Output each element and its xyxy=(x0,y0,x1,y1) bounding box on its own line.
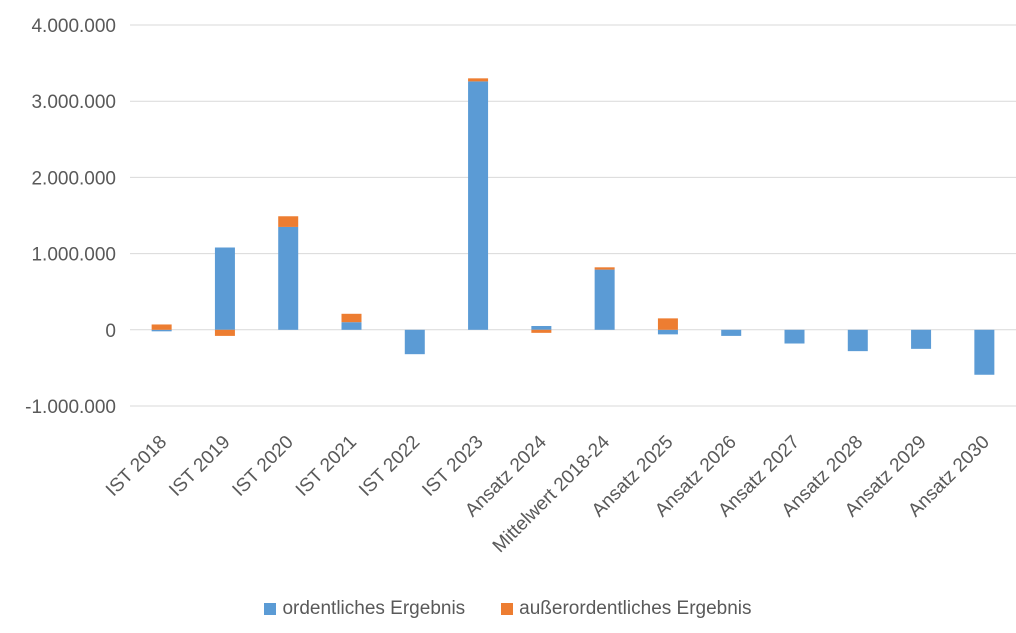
x-tick-label: IST 2022 xyxy=(355,432,424,501)
x-tick-label: IST 2018 xyxy=(102,432,171,501)
legend-item-ausserordentliches: außerordentliches Ergebnis xyxy=(501,598,752,620)
bar-ausserordentliches xyxy=(151,324,172,330)
x-tick-label: IST 2020 xyxy=(229,432,298,501)
bar-ordentliches xyxy=(847,329,868,352)
bar-ordentliches xyxy=(278,226,299,330)
bar-ausserordentliches xyxy=(594,267,615,270)
legend: ordentliches Ergebnis außerordentliches … xyxy=(0,598,1016,620)
legend-label-ausserordentliches: außerordentliches Ergebnis xyxy=(519,598,752,619)
bar-ordentliches xyxy=(468,81,489,330)
bar-ordentliches xyxy=(721,329,742,336)
bar-ordentliches xyxy=(594,269,615,330)
legend-item-ordentliches: ordentliches Ergebnis xyxy=(264,598,465,620)
bar-ausserordentliches xyxy=(657,318,678,330)
bar-ausserordentliches xyxy=(341,313,362,323)
y-tick-label: -1.000.000 xyxy=(25,397,116,418)
bar-ordentliches xyxy=(784,329,805,344)
bar-ausserordentliches xyxy=(214,329,235,336)
x-tick-label: IST 2019 xyxy=(165,432,234,501)
bar-ordentliches xyxy=(404,329,425,355)
x-tick-label: Mittelwert 2018-24 xyxy=(489,431,615,557)
bar-ordentliches xyxy=(341,322,362,330)
legend-swatch-ordentliches xyxy=(264,603,277,615)
legend-swatch-ausserordentliches xyxy=(501,603,514,615)
y-tick-label: 1.000.000 xyxy=(31,245,116,266)
y-tick-label: 4.000.000 xyxy=(31,16,116,37)
y-axis-tick-labels: -1.000.000 0 1.000.000 2.000.000 3.000.000 4.… xyxy=(25,16,116,418)
y-tick-label: 3.000.000 xyxy=(31,92,116,113)
bars xyxy=(151,78,995,375)
bar-ordentliches xyxy=(657,329,678,335)
bar-ordentliches xyxy=(911,329,932,349)
legend-label-ordentliches: ordentliches Ergebnis xyxy=(282,598,466,619)
bar-ordentliches xyxy=(214,247,235,330)
bar-ordentliches xyxy=(151,329,172,332)
y-tick-label: 2.000.000 xyxy=(31,168,116,189)
bar-ordentliches xyxy=(531,325,552,330)
bar-ordentliches xyxy=(974,329,995,375)
bar-ausserordentliches xyxy=(468,78,489,82)
bar-ausserordentliches xyxy=(278,216,299,227)
x-tick-label: IST 2021 xyxy=(292,432,361,501)
y-tick-label: 0 xyxy=(105,321,116,342)
bar-ausserordentliches xyxy=(531,329,552,333)
gridlines xyxy=(130,24,1016,407)
